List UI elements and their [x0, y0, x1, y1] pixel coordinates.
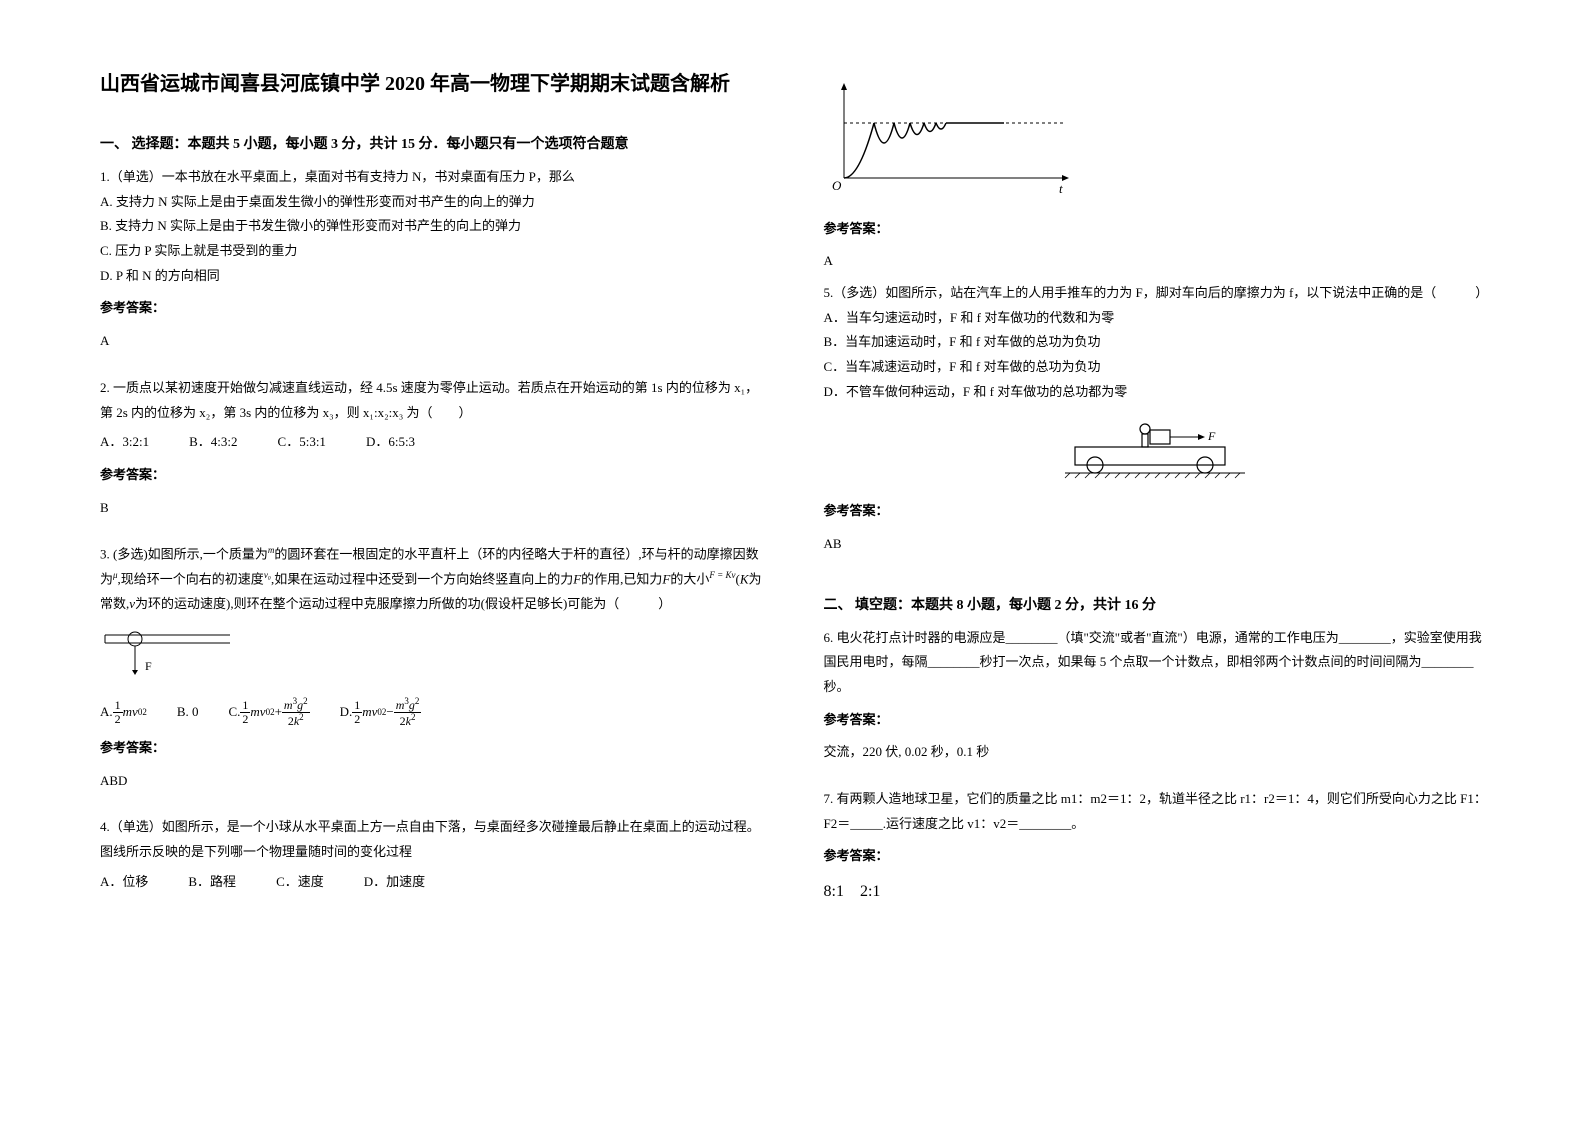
q2-answer: B	[100, 496, 764, 521]
question-1: 1.（单选）一本书放在水平桌面上，桌面对书有支持力 N，书对桌面有压力 P，那么…	[100, 165, 764, 366]
q6-answer: 交流，220 伏, 0.02 秒，0.1 秒	[824, 740, 1488, 765]
q2-optB: B．4:3:2	[189, 430, 237, 455]
q4-optB: B．路程	[188, 870, 236, 895]
q3-diagram: F	[100, 625, 764, 689]
q5-optC: C．当车减速运动时，F 和 f 对车做的总功为负功	[824, 355, 1488, 380]
q2-options: A．3:2:1 B．4:3:2 C．5:3:1 D．6:5:3	[100, 430, 764, 455]
section2-header: 二、 填空题：本题共 8 小题，每小题 2 分，共计 16 分	[824, 594, 1488, 614]
q3-F-label: F	[145, 659, 152, 673]
q1-optC: C. 压力 P 实际上就是书受到的重力	[100, 239, 764, 264]
axis-t-label: t	[1059, 181, 1063, 196]
q6-stem: 6. 电火花打点计时器的电源应是________（填"交流"或者"直流"）电源，…	[824, 626, 1488, 700]
q5-stem: 5.（多选）如图所示，站在汽车上的人用手推车的力为 F，脚对车向后的摩擦力为 f…	[824, 281, 1488, 306]
q2-stem: 2. 一质点以某初速度开始做匀减速直线运动，经 4.5s 速度为零停止运动。若质…	[100, 376, 764, 425]
q4-answer: A	[824, 253, 1488, 269]
q6-answer-label: 参考答案：	[824, 708, 1488, 733]
q4-optC: C．速度	[276, 870, 324, 895]
q3-optC: C. 12mv02 + m3g22k2	[228, 697, 309, 728]
q5-answer: AB	[824, 532, 1488, 557]
left-column: 山西省运城市闻喜县河底镇中学 2020 年高一物理下学期期末试题含解析 一、 选…	[100, 70, 764, 1052]
q3-optB: B. 0	[177, 700, 199, 725]
q3-answer-label: 参考答案：	[100, 736, 764, 761]
page-title: 山西省运城市闻喜县河底镇中学 2020 年高一物理下学期期末试题含解析	[100, 70, 764, 98]
q3-optA: A. 12mv02	[100, 699, 147, 726]
q5-optD: D．不管车做何种运动，F 和 f 对车做功的总功都为零	[824, 380, 1488, 405]
q5-F-label: F	[1207, 429, 1216, 443]
question-2: 2. 一质点以某初速度开始做匀减速直线运动，经 4.5s 速度为零停止运动。若质…	[100, 376, 764, 532]
question-7: 7. 有两颗人造地球卫星，它们的质量之比 m1：m2＝1：2，轨道半径之比 r1…	[824, 787, 1488, 915]
q5-diagram: F	[824, 412, 1488, 491]
q1-stem: 1.（单选）一本书放在水平桌面上，桌面对书有支持力 N，书对桌面有压力 P，那么	[100, 165, 764, 190]
q4-diagram-svg: O t	[824, 78, 1084, 198]
q3-answer: ABD	[100, 769, 764, 794]
q2-answer-label: 参考答案：	[100, 463, 764, 488]
q3-stem: 3. (多选)如图所示,一个质量为m的圆环套在一根固定的水平直杆上（环的内径略大…	[100, 542, 764, 617]
q4-options: A．位移 B．路程 C．速度 D．加速度	[100, 870, 764, 895]
section1-header: 一、 选择题：本题共 5 小题，每小题 3 分，共计 15 分．每小题只有一个选…	[100, 133, 764, 153]
q1-answer-label: 参考答案：	[100, 296, 764, 321]
q7-stem: 7. 有两颗人造地球卫星，它们的质量之比 m1：m2＝1：2，轨道半径之比 r1…	[824, 787, 1488, 836]
q4-stem: 4.（单选）如图所示，是一个小球从水平桌面上方一点自由下落，与桌面经多次碰撞最后…	[100, 815, 764, 864]
q1-optB: B. 支持力 N 实际上是由于书发生微小的弹性形变而对书产生的向上的弹力	[100, 214, 764, 239]
q2-optC: C．5:3:1	[278, 430, 326, 455]
q3-diagram-svg: F	[100, 625, 250, 680]
q1-answer: A	[100, 329, 764, 354]
q4-answer-label: 参考答案：	[824, 218, 1488, 237]
q4-optA: A．位移	[100, 870, 148, 895]
q1-optD: D. P 和 N 的方向相同	[100, 264, 764, 289]
q4-diagram: O t	[824, 78, 1488, 202]
question-6: 6. 电火花打点计时器的电源应是________（填"交流"或者"直流"）电源，…	[824, 626, 1488, 777]
q7-answer: 8:1 2:1	[824, 877, 1488, 907]
question-5: 5.（多选）如图所示，站在汽车上的人用手推车的力为 F，脚对车向后的摩擦力为 f…	[824, 281, 1488, 569]
q7-answer-label: 参考答案：	[824, 844, 1488, 869]
q5-optB: B．当车加速运动时，F 和 f 对车做的总功为负功	[824, 330, 1488, 355]
question-4: 4.（单选）如图所示，是一个小球从水平桌面上方一点自由下落，与桌面经多次碰撞最后…	[100, 815, 764, 899]
q2-optD: D．6:5:3	[366, 430, 415, 455]
axis-O-label: O	[832, 178, 842, 193]
right-column: O t 参考答案： A 5.（多选）如图所示，站在汽车上的人用手推车的力为 F，…	[824, 70, 1488, 1052]
q5-optA: A．当车匀速运动时，F 和 f 对车做功的代数和为零	[824, 306, 1488, 331]
q5-answer-label: 参考答案：	[824, 499, 1488, 524]
q3-optD: D. 12mv02 − m3g22k2	[340, 697, 422, 728]
question-3: 3. (多选)如图所示,一个质量为m的圆环套在一根固定的水平直杆上（环的内径略大…	[100, 542, 764, 805]
q5-diagram-svg: F	[1045, 412, 1265, 482]
q1-optA: A. 支持力 N 实际上是由于桌面发生微小的弹性形变而对书产生的向上的弹力	[100, 190, 764, 215]
q3-options: A. 12mv02 B. 0 C. 12mv02 + m3g22k2 D. 12…	[100, 697, 764, 728]
q2-optA: A．3:2:1	[100, 430, 149, 455]
q4-optD: D．加速度	[364, 870, 425, 895]
